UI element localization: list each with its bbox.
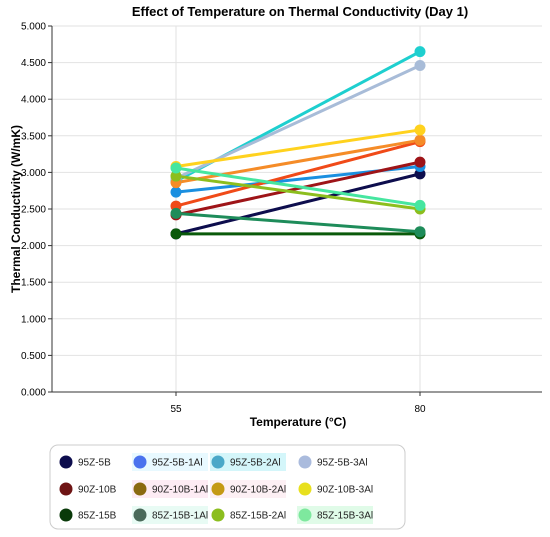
y-tick-label: 5.000 bbox=[21, 22, 46, 33]
legend-item-85z-15b[interactable]: 85Z-15B bbox=[59, 508, 117, 522]
legend-items: 95Z-5B 95Z-5B-1Al 95Z-5B-2Al 95Z-5B-3Al 90Z-… bbox=[59, 453, 374, 524]
legend-label-95z-5b-3al: 95Z-5B-3Al bbox=[317, 458, 368, 469]
legend-label-90z-10b-2al: 90Z-10B-2Al bbox=[230, 485, 286, 496]
legend-marker-95z-5b-2al bbox=[211, 455, 225, 469]
data-point-95z-5b-3al-80 bbox=[414, 60, 426, 72]
series-line-85z-15b-1al bbox=[174, 211, 422, 234]
y-tick-label: 0.000 bbox=[21, 388, 46, 399]
y-tick-label: 2.000 bbox=[21, 241, 46, 252]
y-ticks: 0.000 0.500 1.000 1.500 2.000 2.500 3.000 3.500… bbox=[21, 22, 52, 399]
legend-item-95z-5b-1al[interactable]: 95Z-5B-1Al bbox=[132, 453, 208, 471]
legend-item-85z-15b-2al[interactable]: 85Z-15B-2Al bbox=[211, 508, 287, 522]
legend-label-90z-10b-1al: 90Z-10B-1Al bbox=[152, 485, 208, 496]
x-tick-label: 55 bbox=[170, 404, 182, 415]
legend-label-85z-15b-2al: 85Z-15B-2Al bbox=[230, 511, 286, 522]
legend-item-85z-15b-3al[interactable]: 85Z-15B-3Al bbox=[297, 506, 373, 524]
legend-marker-85z-15b-3al bbox=[298, 508, 312, 522]
legend-marker-90z-10b-1al bbox=[133, 482, 147, 496]
legend-marker-85z-15b-2al bbox=[211, 508, 225, 522]
series-line-85z-15b-3al bbox=[174, 166, 422, 207]
legend-marker-90z-10b-2al bbox=[211, 482, 225, 496]
data-point-95z-5b-2al-80 bbox=[414, 46, 426, 58]
y-axis-title: Thermal Conductivity (W/mK) bbox=[9, 125, 23, 293]
data-point-90z-10b-80 bbox=[414, 156, 426, 168]
legend-item-95z-5b[interactable]: 95Z-5B bbox=[59, 455, 112, 469]
grid bbox=[52, 25, 542, 392]
series-line-95z-5b bbox=[174, 172, 422, 236]
legend-label-95z-5b: 95Z-5B bbox=[78, 458, 111, 469]
legend-marker-90z-10b-3al bbox=[298, 482, 312, 496]
legend-label-85z-15b: 85Z-15B bbox=[78, 511, 117, 522]
series-line-90z-10b-3al bbox=[174, 128, 422, 169]
legend-item-95z-5b-2al[interactable]: 95Z-5B-2Al bbox=[210, 453, 286, 471]
chart-title: Effect of Temperature on Thermal Conduct… bbox=[132, 4, 468, 19]
series-points bbox=[170, 46, 426, 240]
legend-item-highlight bbox=[210, 480, 286, 498]
series-line-85z-15b-2al bbox=[174, 174, 422, 211]
legend-label-85z-15b-1al: 85Z-15B-1Al bbox=[152, 511, 208, 522]
y-tick-label: 1.500 bbox=[21, 278, 46, 289]
legend-label-90z-10b: 90Z-10B bbox=[78, 485, 117, 496]
data-point-90z-10b-2al-80 bbox=[414, 134, 426, 146]
series-lines bbox=[174, 50, 422, 236]
legend-item-highlight bbox=[132, 453, 208, 471]
legend: 95Z-5B 95Z-5B-1Al 95Z-5B-2Al 95Z-5B-3Al 90Z-… bbox=[49, 444, 406, 530]
y-tick-label: 0.500 bbox=[21, 351, 46, 362]
legend-label-95z-5b-1al: 95Z-5B-1Al bbox=[152, 458, 203, 469]
legend-item-95z-5b-3al[interactable]: 95Z-5B-3Al bbox=[298, 455, 368, 469]
legend-item-90z-10b-3al[interactable]: 90Z-10B-3Al bbox=[298, 482, 374, 496]
legend-item-highlight bbox=[132, 480, 208, 498]
x-tick-label: 80 bbox=[414, 404, 426, 415]
legend-label-85z-15b-3al: 85Z-15B-3Al bbox=[317, 511, 373, 522]
series-line-90z-10b-1al bbox=[174, 140, 422, 208]
y-tick-label: 4.500 bbox=[21, 58, 46, 69]
legend-item-85z-15b-1al[interactable]: 85Z-15B-1Al bbox=[132, 506, 208, 524]
legend-label-90z-10b-3al: 90Z-10B-3Al bbox=[317, 485, 373, 496]
legend-marker-95z-5b bbox=[59, 455, 73, 469]
y-tick-label: 1.000 bbox=[21, 314, 46, 325]
legend-marker-95z-5b-3al bbox=[298, 455, 312, 469]
series-line-90z-10b bbox=[174, 160, 422, 217]
legend-marker-85z-15b bbox=[59, 508, 73, 522]
y-tick-label: 4.000 bbox=[21, 95, 46, 106]
data-point-85z-15b-1al-55 bbox=[170, 207, 182, 219]
legend-marker-90z-10b bbox=[59, 482, 73, 496]
data-point-85z-15b-2al-55 bbox=[170, 170, 182, 182]
y-tick-label: 2.500 bbox=[21, 205, 46, 216]
x-ticks: 55 80 bbox=[170, 392, 426, 415]
data-point-85z-15b-3al-55 bbox=[170, 162, 182, 174]
legend-item-highlight bbox=[297, 506, 373, 524]
y-tick-label: 3.500 bbox=[21, 131, 46, 142]
legend-item-highlight bbox=[210, 453, 286, 471]
legend-marker-85z-15b-1al bbox=[133, 508, 147, 522]
legend-marker-95z-5b-1al bbox=[133, 455, 147, 469]
data-point-85z-15b-1al-80 bbox=[414, 226, 426, 238]
data-point-95z-5b-1al-55 bbox=[170, 186, 182, 198]
legend-item-highlight bbox=[132, 506, 208, 524]
legend-item-90z-10b-1al[interactable]: 90Z-10B-1Al bbox=[132, 480, 208, 498]
data-point-85z-15b-55 bbox=[170, 228, 182, 240]
legend-item-90z-10b-2al[interactable]: 90Z-10B-2Al bbox=[210, 480, 286, 498]
legend-item-90z-10b[interactable]: 90Z-10B bbox=[59, 482, 117, 496]
x-axis-title: Temperature (°C) bbox=[250, 415, 347, 429]
legend-label-95z-5b-2al: 95Z-5B-2Al bbox=[230, 458, 281, 469]
data-point-85z-15b-3al-80 bbox=[414, 199, 426, 211]
data-point-90z-10b-3al-80 bbox=[414, 124, 426, 136]
y-tick-label: 3.000 bbox=[21, 168, 46, 179]
